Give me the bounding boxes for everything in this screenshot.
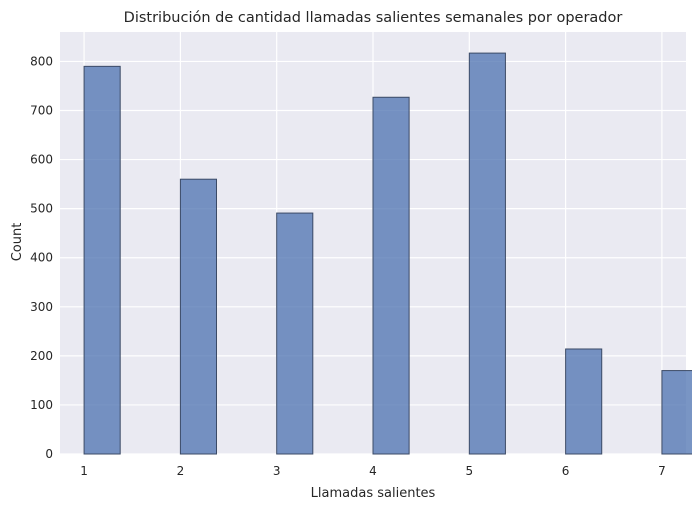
x-tick-label: 5 bbox=[465, 464, 473, 478]
y-tick-label: 0 bbox=[45, 447, 53, 461]
y-tick-label: 800 bbox=[30, 54, 53, 68]
y-tick-label: 100 bbox=[30, 398, 53, 412]
bar bbox=[468, 52, 506, 455]
x-tick-label: 7 bbox=[658, 464, 666, 478]
y-axis-label: Count bbox=[10, 223, 25, 262]
x-tick-label: 3 bbox=[273, 464, 281, 478]
chart-title: Distribución de cantidad llamadas salien… bbox=[124, 10, 623, 26]
y-tick-labels: 0 100 200 300 400 500 600 700 800 bbox=[30, 54, 53, 461]
y-tick-label: 600 bbox=[30, 153, 53, 167]
y-tick-label: 500 bbox=[30, 202, 53, 216]
x-tick-labels: 1 2 3 4 5 6 7 bbox=[80, 464, 665, 478]
x-tick-label: 2 bbox=[177, 464, 185, 478]
x-tick-label: 4 bbox=[369, 464, 377, 478]
bars bbox=[83, 52, 692, 455]
y-tick-label: 700 bbox=[30, 104, 53, 118]
x-tick-label: 1 bbox=[80, 464, 88, 478]
bar bbox=[83, 65, 121, 455]
x-tick-label: 6 bbox=[562, 464, 570, 478]
bar bbox=[372, 96, 410, 455]
bar bbox=[276, 212, 314, 455]
y-tick-label: 200 bbox=[30, 349, 53, 363]
y-tick-label: 400 bbox=[30, 251, 53, 265]
x-axis-label: Llamadas salientes bbox=[311, 486, 436, 501]
bar bbox=[179, 178, 217, 455]
bar bbox=[661, 370, 692, 455]
y-tick-label: 300 bbox=[30, 300, 53, 314]
bar bbox=[565, 348, 603, 455]
